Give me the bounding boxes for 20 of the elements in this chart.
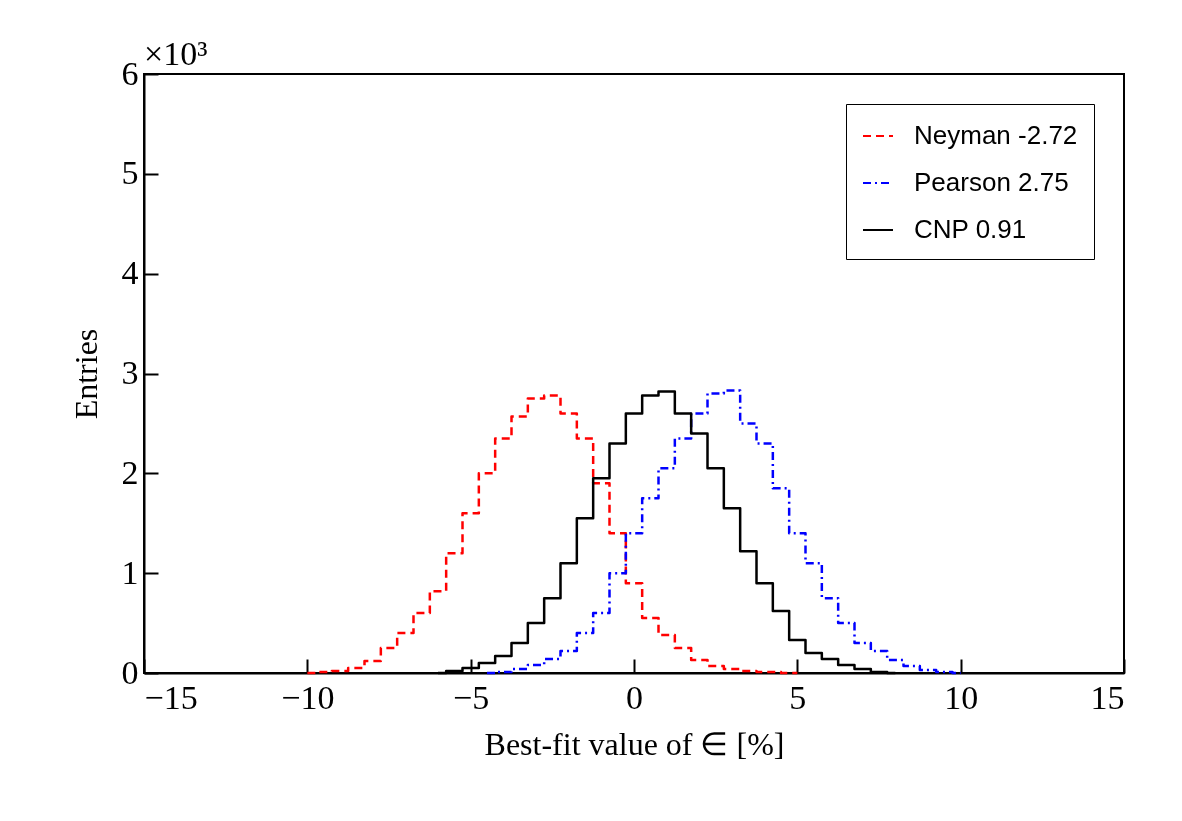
y-tick-label: 3	[121, 354, 139, 391]
x-tick-label: −15	[144, 678, 198, 716]
x-tick-label: 5	[789, 678, 807, 716]
x-tick-label: −5	[453, 678, 490, 716]
x-tick-label: 0	[626, 678, 643, 716]
y-tick-label: 0	[121, 653, 139, 691]
y-tick-label: 1	[121, 553, 139, 591]
x-tick-label: −10	[281, 678, 335, 716]
y-tick-label: 2	[121, 453, 139, 491]
y-tick-label: 4	[121, 254, 139, 292]
x-axis-title: Best-fit value of ∈ [%]	[484, 725, 785, 762]
legend-label: Neyman -2.72	[914, 120, 1078, 150]
x-tick-label: 15	[1090, 678, 1125, 716]
y-axis-title: Entries	[67, 328, 104, 420]
y-tick-label: 5	[121, 154, 139, 192]
text: ×10³	[144, 35, 208, 72]
x-tick-label: 10	[944, 678, 979, 716]
legend-label: CNP 0.91	[914, 214, 1027, 244]
legend-label: Pearson 2.75	[914, 167, 1069, 197]
y-tick-label: 6	[121, 54, 139, 92]
